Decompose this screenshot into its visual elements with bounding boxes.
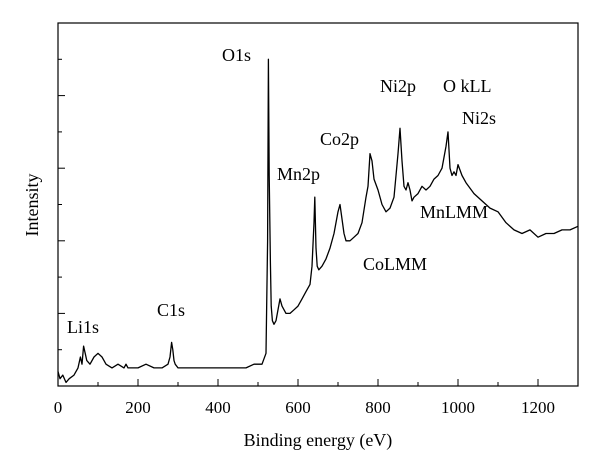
x-tick-label: 600 — [285, 398, 311, 417]
x-tick-label: 800 — [365, 398, 391, 417]
x-tick-label: 400 — [205, 398, 231, 417]
x-axis-title: Binding energy (eV) — [244, 430, 393, 451]
peak-label-ni2s: Ni2s — [462, 108, 496, 128]
peak-label-okll: O kLL — [443, 76, 492, 96]
x-tick-label: 0 — [54, 398, 63, 417]
x-tick-label: 1200 — [521, 398, 555, 417]
peak-label-o1s: O1s — [222, 45, 251, 65]
peak-label-li1s: Li1s — [67, 317, 99, 337]
peak-label-mnlmm: MnLMM — [420, 202, 488, 222]
peak-label-colmm: CoLMM — [363, 254, 427, 274]
x-tick-label: 1000 — [441, 398, 475, 417]
peak-label-co2p: Co2p — [320, 129, 359, 149]
plot-frame — [57, 22, 579, 387]
peak-label-mn2p: Mn2p — [277, 164, 320, 184]
x-tick-label: 200 — [125, 398, 151, 417]
ticks-layer — [57, 22, 579, 387]
peak-label-c1s: C1s — [157, 300, 185, 320]
peak-label-ni2p: Ni2p — [380, 76, 416, 96]
spectrum-line — [57, 58, 579, 384]
y-axis-title: Intensity — [22, 174, 42, 237]
x-tick-labels: 0 200 400 600 800 1000 1200 — [54, 398, 555, 417]
